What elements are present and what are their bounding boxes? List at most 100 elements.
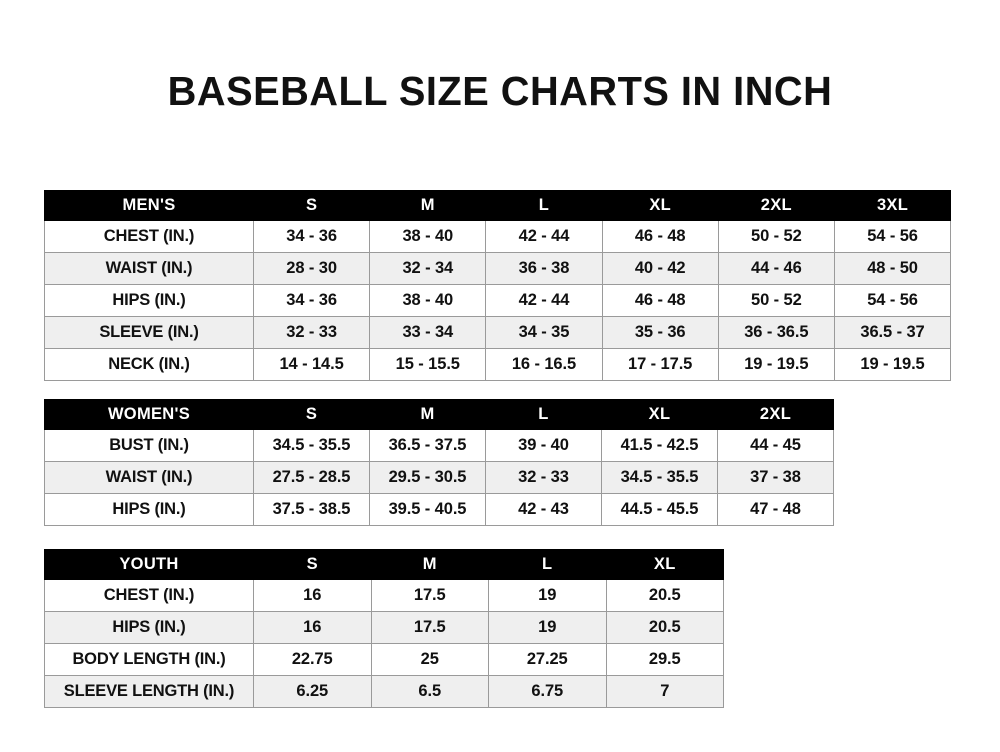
row-label: CHEST (IN.) bbox=[44, 220, 254, 253]
row-label: WAIST (IN.) bbox=[44, 252, 254, 285]
cell: 38 - 40 bbox=[369, 220, 487, 253]
cell: 20.5 bbox=[605, 579, 724, 612]
cell: 40 - 42 bbox=[601, 252, 719, 285]
table-row: WAIST (IN.) 27.5 - 28.5 29.5 - 30.5 32 -… bbox=[44, 461, 834, 494]
cell: 17.5 bbox=[370, 579, 489, 612]
mens-header-m: M bbox=[369, 190, 487, 221]
womens-header-2xl: 2XL bbox=[717, 399, 834, 430]
cell: 6.5 bbox=[370, 675, 489, 708]
cell: 34.5 - 35.5 bbox=[601, 461, 718, 494]
row-label: BUST (IN.) bbox=[44, 429, 254, 462]
mens-header-label: MEN'S bbox=[44, 190, 254, 221]
cell: 6.25 bbox=[253, 675, 372, 708]
cell: 50 - 52 bbox=[717, 220, 835, 253]
cell: 25 bbox=[370, 643, 489, 676]
cell: 46 - 48 bbox=[601, 284, 719, 317]
cell: 44.5 - 45.5 bbox=[601, 493, 718, 526]
womens-header-label: WOMEN'S bbox=[44, 399, 254, 430]
page-title: BASEBALL SIZE CHARTS IN INCH bbox=[167, 68, 833, 114]
womens-header-s: S bbox=[253, 399, 370, 430]
row-label: HIPS (IN.) bbox=[44, 611, 254, 644]
cell: 36 - 38 bbox=[485, 252, 603, 285]
cell: 39.5 - 40.5 bbox=[369, 493, 486, 526]
youth-size-table: YOUTH S M L XL CHEST (IN.) 16 17.5 19 20… bbox=[44, 549, 724, 708]
cell: 19 - 19.5 bbox=[717, 348, 835, 381]
cell: 7 bbox=[605, 675, 724, 708]
cell: 17 - 17.5 bbox=[601, 348, 719, 381]
cell: 16 bbox=[253, 579, 372, 612]
cell: 32 - 34 bbox=[369, 252, 487, 285]
table-row: BUST (IN.) 34.5 - 35.5 36.5 - 37.5 39 - … bbox=[44, 429, 834, 462]
row-label: SLEEVE (IN.) bbox=[44, 316, 254, 349]
cell: 28 - 30 bbox=[252, 252, 371, 285]
cell: 34 - 36 bbox=[252, 284, 371, 317]
womens-header-m: M bbox=[369, 399, 486, 430]
row-label: BODY LENGTH (IN.) bbox=[44, 643, 254, 676]
table-row: SLEEVE (IN.) 32 - 33 33 - 34 34 - 35 35 … bbox=[44, 316, 952, 349]
header-row: MEN'S S M L XL 2XL 3XL bbox=[44, 190, 952, 221]
header-row: WOMEN'S S M L XL 2XL bbox=[44, 399, 834, 430]
cell: 50 - 52 bbox=[717, 284, 835, 317]
cell: 27.25 bbox=[488, 643, 607, 676]
cell: 16 - 16.5 bbox=[485, 348, 603, 381]
cell: 42 - 43 bbox=[485, 493, 602, 526]
youth-header-xl: XL bbox=[605, 549, 724, 580]
cell: 19 bbox=[488, 611, 607, 644]
cell: 47 - 48 bbox=[717, 493, 834, 526]
womens-table-body: BUST (IN.) 34.5 - 35.5 36.5 - 37.5 39 - … bbox=[44, 429, 834, 526]
cell: 44 - 46 bbox=[717, 252, 835, 285]
cell: 34 - 35 bbox=[485, 316, 603, 349]
cell: 37.5 - 38.5 bbox=[253, 493, 370, 526]
cell: 19 bbox=[488, 579, 607, 612]
cell: 29.5 bbox=[605, 643, 724, 676]
row-label: NECK (IN.) bbox=[44, 348, 254, 381]
cell: 33 - 34 bbox=[369, 316, 487, 349]
cell: 54 - 56 bbox=[833, 220, 952, 253]
youth-header-l: L bbox=[488, 549, 607, 580]
cell: 37 - 38 bbox=[717, 461, 834, 494]
cell: 54 - 56 bbox=[833, 284, 952, 317]
womens-size-table: WOMEN'S S M L XL 2XL BUST (IN.) 34.5 - 3… bbox=[44, 399, 834, 526]
table-row: HIPS (IN.) 16 17.5 19 20.5 bbox=[44, 611, 724, 644]
cell: 38 - 40 bbox=[369, 284, 487, 317]
cell: 19 - 19.5 bbox=[833, 348, 952, 381]
row-label: HIPS (IN.) bbox=[44, 284, 254, 317]
row-label: CHEST (IN.) bbox=[44, 579, 254, 612]
mens-header-l: L bbox=[485, 190, 603, 221]
mens-header-2xl: 2XL bbox=[717, 190, 835, 221]
mens-header-3xl: 3XL bbox=[833, 190, 952, 221]
table-row: WAIST (IN.) 28 - 30 32 - 34 36 - 38 40 -… bbox=[44, 252, 952, 285]
table-row: CHEST (IN.) 34 - 36 38 - 40 42 - 44 46 -… bbox=[44, 220, 952, 253]
cell: 41.5 - 42.5 bbox=[601, 429, 718, 462]
cell: 16 bbox=[253, 611, 372, 644]
row-label: WAIST (IN.) bbox=[44, 461, 254, 494]
cell: 36.5 - 37.5 bbox=[369, 429, 486, 462]
cell: 48 - 50 bbox=[833, 252, 952, 285]
cell: 29.5 - 30.5 bbox=[369, 461, 486, 494]
row-label: SLEEVE LENGTH (IN.) bbox=[44, 675, 254, 708]
cell: 15 - 15.5 bbox=[369, 348, 487, 381]
youth-header-s: S bbox=[253, 549, 372, 580]
cell: 42 - 44 bbox=[485, 284, 603, 317]
table-row: BODY LENGTH (IN.) 22.75 25 27.25 29.5 bbox=[44, 643, 724, 676]
table-row: HIPS (IN.) 34 - 36 38 - 40 42 - 44 46 - … bbox=[44, 284, 952, 317]
cell: 36.5 - 37 bbox=[833, 316, 952, 349]
mens-header-xl: XL bbox=[601, 190, 719, 221]
mens-table-body: CHEST (IN.) 34 - 36 38 - 40 42 - 44 46 -… bbox=[44, 220, 952, 381]
cell: 42 - 44 bbox=[485, 220, 603, 253]
table-row: CHEST (IN.) 16 17.5 19 20.5 bbox=[44, 579, 724, 612]
cell: 39 - 40 bbox=[485, 429, 602, 462]
cell: 20.5 bbox=[605, 611, 724, 644]
cell: 46 - 48 bbox=[601, 220, 719, 253]
womens-table-header: WOMEN'S S M L XL 2XL bbox=[44, 399, 834, 430]
row-label: HIPS (IN.) bbox=[44, 493, 254, 526]
cell: 17.5 bbox=[370, 611, 489, 644]
cell: 34.5 - 35.5 bbox=[253, 429, 370, 462]
header-row: YOUTH S M L XL bbox=[44, 549, 724, 580]
youth-table-body: CHEST (IN.) 16 17.5 19 20.5 HIPS (IN.) 1… bbox=[44, 579, 724, 708]
cell: 27.5 - 28.5 bbox=[253, 461, 370, 494]
table-row: SLEEVE LENGTH (IN.) 6.25 6.5 6.75 7 bbox=[44, 675, 724, 708]
cell: 14 - 14.5 bbox=[252, 348, 371, 381]
cell: 32 - 33 bbox=[485, 461, 602, 494]
